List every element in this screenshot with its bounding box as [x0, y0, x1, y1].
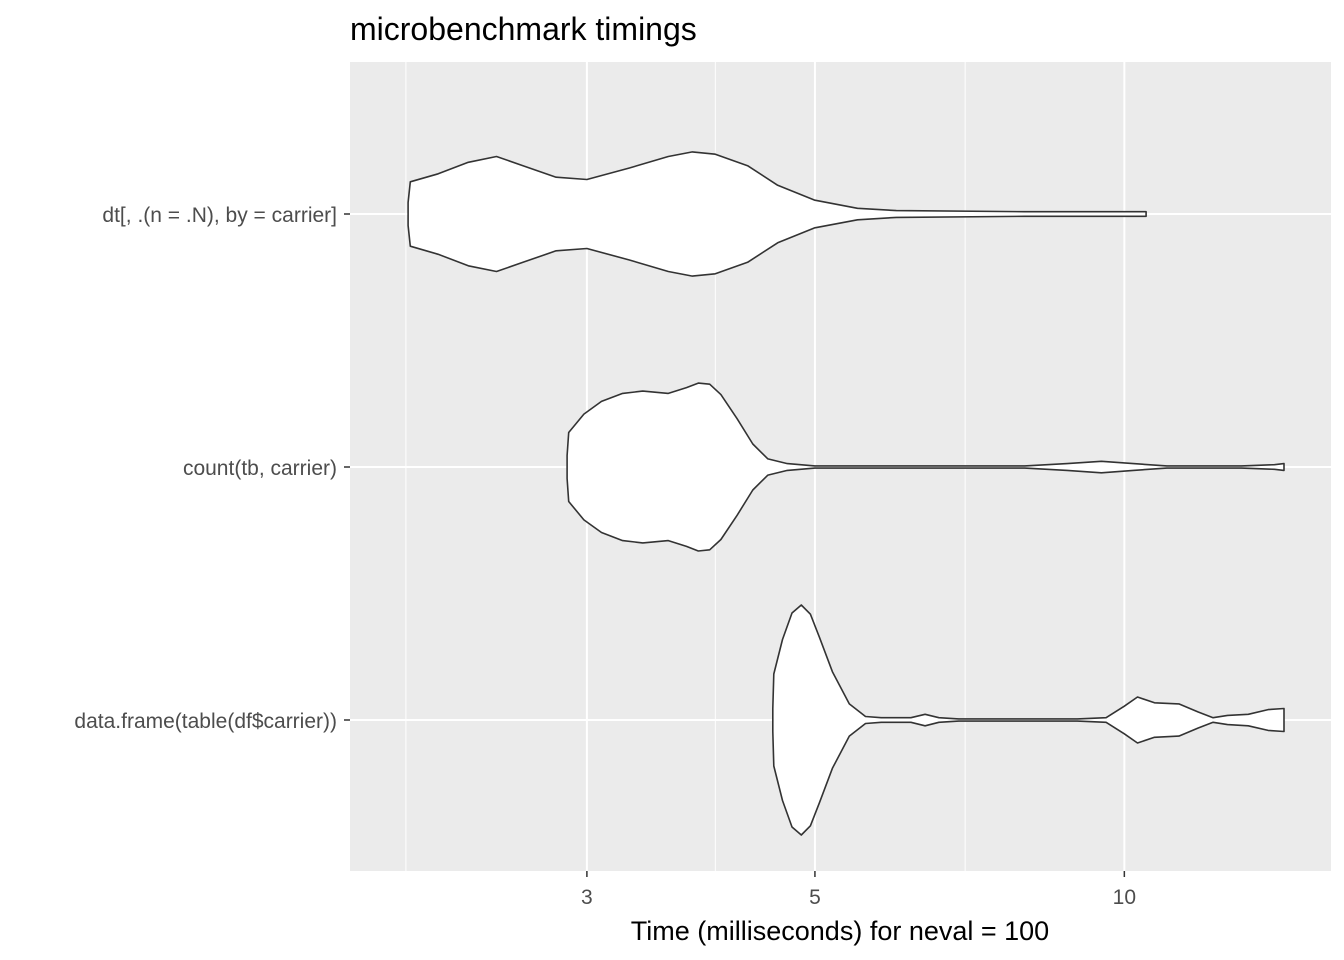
y-tick-label: dt[, .(n = .N), by = carrier]: [102, 204, 337, 227]
x-axis: 3 5 10: [581, 871, 1136, 909]
violin-layer: [407, 151, 1285, 836]
y-tick-label: data.frame(table(df$carrier)): [74, 710, 337, 733]
x-tick-label: 10: [1113, 886, 1136, 909]
violin: [566, 382, 1285, 552]
violin: [772, 604, 1285, 836]
x-axis-label: Time (milliseconds) for neval = 100: [631, 916, 1049, 946]
y-axis: dt[, .(n = .N), by = carrier] count(tb, c…: [74, 204, 350, 733]
x-tick-label: 5: [809, 886, 821, 909]
x-tick-label: 3: [581, 886, 593, 909]
chart-title: microbenchmark timings: [350, 11, 697, 47]
y-tick-label: count(tb, carrier): [183, 457, 337, 480]
violin: [407, 151, 1147, 277]
